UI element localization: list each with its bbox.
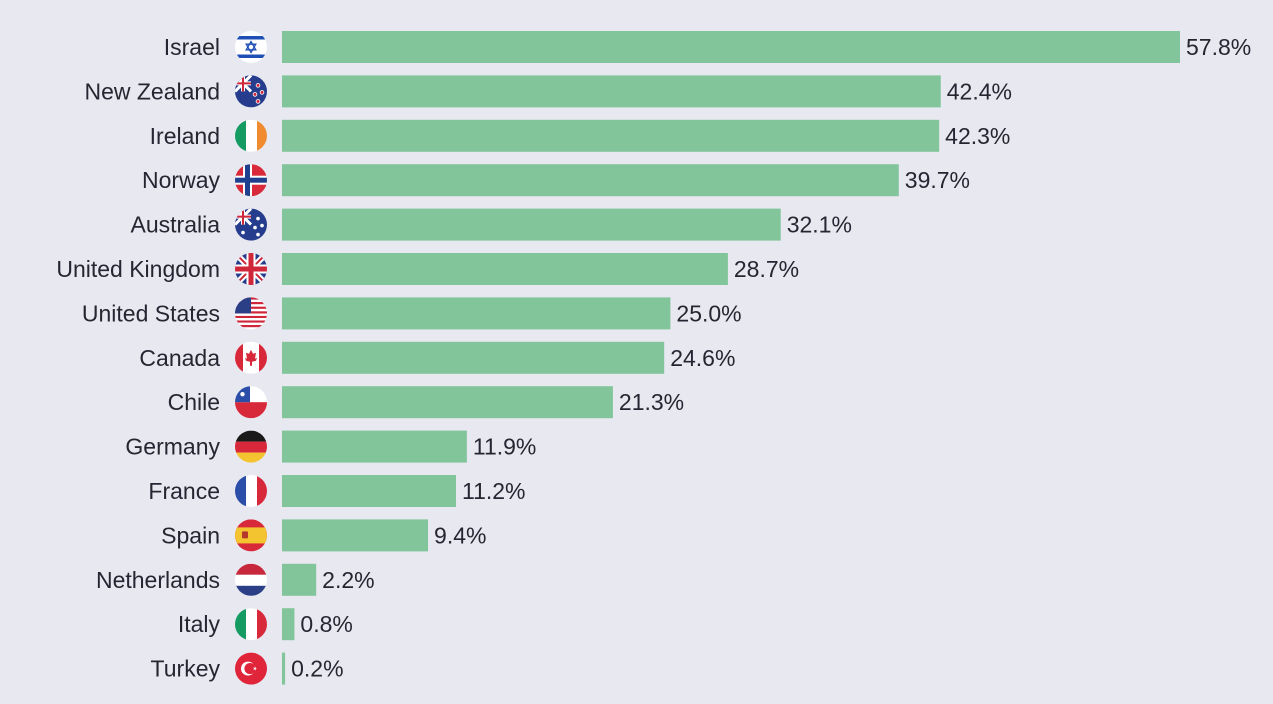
bar-row-chile: Chile 21.3% [168,386,684,419]
value-label: 2.2% [322,567,374,593]
value-label: 9.4% [434,522,486,548]
bar [282,430,467,463]
ireland-flag-icon [235,119,267,152]
bar-row-spain: Spain 9.4% [161,519,486,552]
bar-row-netherlands: Netherlands 2.2% [96,563,375,596]
france-flag-icon [235,475,267,507]
value-label: 32.1% [787,212,852,238]
bar-row-australia: Australia 32.1% [131,208,852,241]
value-label: 11.9% [473,434,537,460]
bar [282,119,940,152]
bar [282,475,457,507]
turkey-flag-icon [235,652,267,685]
category-label: Australia [131,212,221,238]
category-label: France [148,478,220,504]
united-kingdom-flag-icon [235,253,267,285]
chart-rows: Israel 57.8% New Zealand 42.4% Ireland 42.3% N… [56,31,1251,685]
value-label: 21.3% [619,389,684,415]
germany-flag-icon [235,430,267,463]
bar-row-ireland: Ireland 42.3% [150,119,1010,152]
category-label: United States [82,300,220,326]
bar [282,563,317,596]
value-label: 42.4% [947,78,1012,104]
value-label: 24.6% [670,345,735,371]
value-label: 57.8% [1186,34,1251,60]
category-label: New Zealand [84,78,220,104]
category-label: Chile [168,389,220,415]
canada-flag-icon [235,341,267,374]
bar [282,253,728,285]
bar-row-united-kingdom: United Kingdom 28.7% [56,253,799,285]
category-label: Canada [139,345,220,371]
category-label: Italy [178,611,221,637]
bar-row-germany: Germany 11.9% [125,430,537,463]
category-label: Israel [164,34,220,60]
value-label: 42.3% [945,123,1010,149]
bar [282,519,429,552]
category-label: Turkey [151,656,221,682]
norway-flag-icon [235,164,267,197]
chile-flag-icon [235,386,267,419]
value-label: 25.0% [676,300,741,326]
category-label: United Kingdom [56,256,220,282]
israel-flag-icon [235,31,267,63]
bar-row-turkey: Turkey 0.2% [151,652,344,685]
bar [282,386,613,419]
bar [282,164,899,197]
bar [282,608,295,641]
bar-row-italy: Italy 0.8% [178,608,353,641]
australia-flag-icon [235,208,267,241]
category-label: Germany [125,434,220,460]
bar [282,75,941,108]
category-label: Netherlands [96,567,220,593]
bar-row-united-states: United States 25.0% [82,297,742,330]
bar-row-new-zealand: New Zealand 42.4% [84,75,1012,108]
italy-flag-icon [235,608,267,641]
bar-row-israel: Israel 57.8% [164,31,1251,63]
bar-row-canada: Canada 24.6% [139,341,735,374]
bar-row-norway: Norway 39.7% [142,164,970,197]
bar [282,31,1180,63]
value-label: 11.2% [462,478,526,504]
value-label: 28.7% [734,256,799,282]
bar-row-france: France 11.2% [148,475,526,507]
bar [282,341,665,374]
bar [282,208,781,241]
spain-flag-icon [235,519,267,552]
bar [282,297,671,330]
category-label: Norway [142,167,220,193]
category-label: Spain [161,522,220,548]
value-label: 39.7% [905,167,970,193]
bar [282,652,286,685]
netherlands-flag-icon [235,563,267,596]
united-states-flag-icon [235,297,267,330]
new-zealand-flag-icon [235,75,267,108]
category-label: Ireland [150,123,220,149]
value-label: 0.8% [300,611,352,637]
value-label: 0.2% [291,656,343,682]
